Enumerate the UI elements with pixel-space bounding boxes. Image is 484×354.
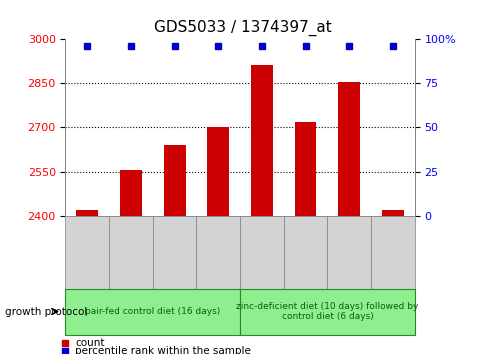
Bar xyxy=(196,216,240,289)
Bar xyxy=(294,121,316,216)
Bar xyxy=(120,170,141,216)
Bar xyxy=(76,210,98,216)
Bar xyxy=(283,216,327,289)
Bar xyxy=(207,127,228,216)
Bar xyxy=(65,289,240,335)
Bar xyxy=(240,216,283,289)
Text: pair-fed control diet (16 days): pair-fed control diet (16 days) xyxy=(85,307,220,316)
Text: count: count xyxy=(75,338,105,348)
Bar xyxy=(337,82,359,216)
Bar xyxy=(65,216,109,289)
Bar xyxy=(109,216,152,289)
Bar xyxy=(240,289,414,335)
Bar xyxy=(370,216,414,289)
Text: percentile rank within the sample: percentile rank within the sample xyxy=(75,346,251,354)
Bar xyxy=(251,65,272,216)
Text: zinc-deficient diet (10 days) followed by
control diet (6 days): zinc-deficient diet (10 days) followed b… xyxy=(236,302,418,321)
Bar xyxy=(152,216,196,289)
Text: growth protocol: growth protocol xyxy=(5,307,87,316)
Bar xyxy=(381,210,403,216)
Text: GDS5033 / 1374397_at: GDS5033 / 1374397_at xyxy=(153,19,331,36)
Bar xyxy=(163,145,185,216)
Bar xyxy=(327,216,370,289)
